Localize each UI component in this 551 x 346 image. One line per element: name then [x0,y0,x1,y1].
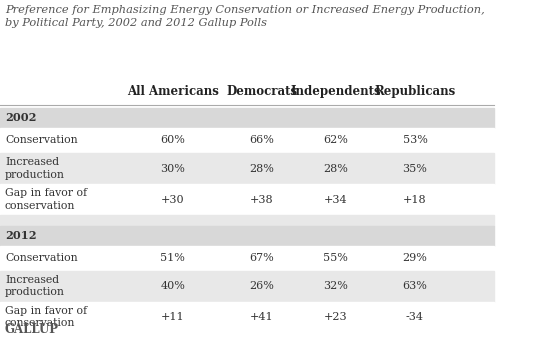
Text: +41: +41 [250,312,274,322]
Bar [0,215,494,226]
Text: Independents: Independents [290,85,381,98]
Text: 28%: 28% [250,164,274,173]
Text: 62%: 62% [323,136,348,145]
Text: 2002: 2002 [5,112,36,124]
Text: Increased
production: Increased production [5,275,65,297]
Text: 63%: 63% [403,281,428,291]
Bar [0,184,494,215]
Text: 30%: 30% [160,164,185,173]
Bar [0,246,494,271]
Text: +34: +34 [324,195,348,204]
Text: Democrats: Democrats [226,85,298,98]
Text: GALLUP: GALLUP [5,322,59,336]
Text: +11: +11 [161,312,185,322]
Text: Gap in favor of
conservation: Gap in favor of conservation [5,189,87,211]
Text: +38: +38 [250,195,274,204]
Text: Preference for Emphasizing Energy Conservation or Increased Energy Production,
b: Preference for Emphasizing Energy Conser… [5,5,485,28]
Text: 28%: 28% [323,164,348,173]
Bar [0,302,494,333]
Text: Republicans: Republicans [374,85,456,98]
Text: 66%: 66% [250,136,274,145]
Text: Conservation: Conservation [5,136,78,145]
Text: 40%: 40% [160,281,185,291]
Text: Conservation: Conservation [5,253,78,263]
Text: 2012: 2012 [5,230,36,241]
Text: 55%: 55% [323,253,348,263]
Bar [0,108,494,128]
Text: +23: +23 [324,312,348,322]
Text: 51%: 51% [160,253,185,263]
Text: +30: +30 [161,195,185,204]
Bar [0,153,494,184]
Bar [0,271,494,302]
Text: -34: -34 [406,312,424,322]
Text: Gap in favor of
conservation: Gap in favor of conservation [5,306,87,328]
Text: 26%: 26% [250,281,274,291]
Text: +18: +18 [403,195,427,204]
Text: All Americans: All Americans [127,85,219,98]
Text: 35%: 35% [403,164,428,173]
Text: 67%: 67% [250,253,274,263]
Text: 32%: 32% [323,281,348,291]
Bar [0,226,494,246]
Bar [0,128,494,153]
Text: 60%: 60% [160,136,185,145]
Text: 29%: 29% [403,253,428,263]
Text: 53%: 53% [403,136,428,145]
Text: Increased
production: Increased production [5,157,65,180]
